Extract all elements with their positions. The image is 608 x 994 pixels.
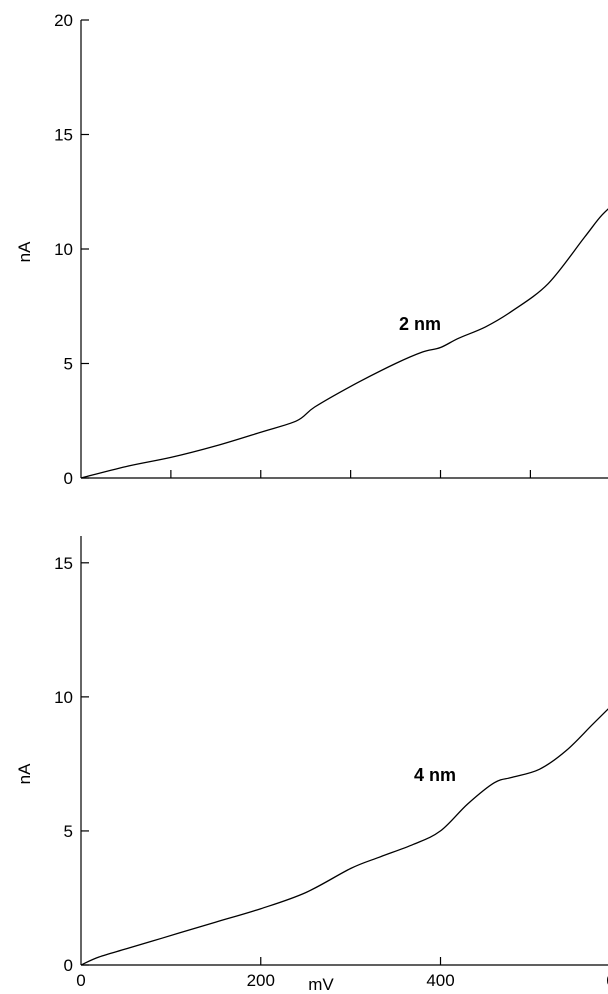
top-y-axis-label: nA bbox=[15, 241, 34, 262]
bottom-annotation-4nm: 4 nm bbox=[414, 765, 456, 785]
x-tick-label: 600 bbox=[606, 971, 608, 990]
y-tick-label: 0 bbox=[64, 469, 73, 488]
y-tick-label: 5 bbox=[64, 355, 73, 374]
y-tick-label: 15 bbox=[54, 126, 73, 145]
x-tick-label: 0 bbox=[76, 971, 85, 990]
y-tick-label: 10 bbox=[54, 688, 73, 707]
y-tick-label: 0 bbox=[64, 956, 73, 975]
y-tick-label: 10 bbox=[54, 240, 73, 259]
y-tick-label: 15 bbox=[54, 554, 73, 573]
x-tick-label: 200 bbox=[247, 971, 275, 990]
x-tick-label: 400 bbox=[426, 971, 454, 990]
bottom-y-axis-label: nA bbox=[15, 763, 34, 784]
series-line-4nm bbox=[80, 708, 608, 966]
series-line-2nm bbox=[80, 208, 608, 479]
top-annotation-2nm: 2 nm bbox=[399, 314, 441, 334]
y-tick-label: 20 bbox=[54, 11, 73, 30]
top-panel: nA 2 nm 0 5 10 15 20 bbox=[15, 11, 608, 488]
bottom-panel: nA 4 nm mV 0510150200400600800 bbox=[15, 536, 608, 994]
bottom-x-axis-label: mV bbox=[308, 975, 334, 994]
y-tick-label: 5 bbox=[64, 822, 73, 841]
